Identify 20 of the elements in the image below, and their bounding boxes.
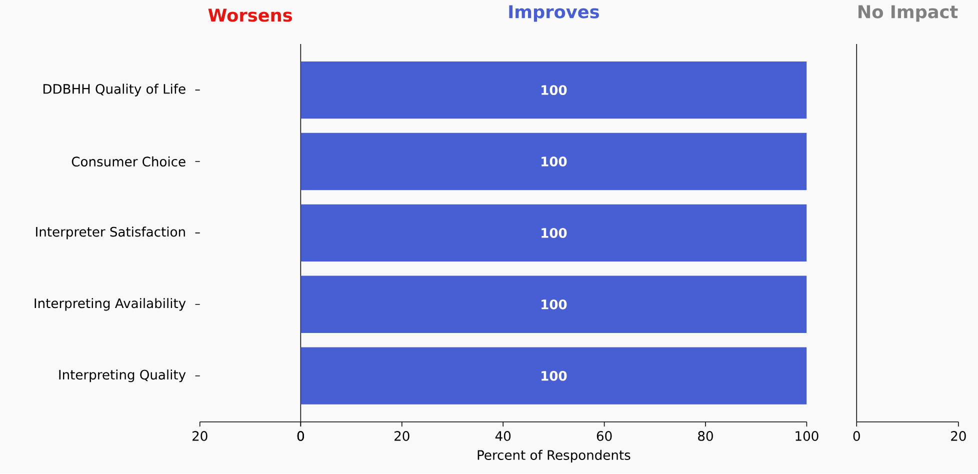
x-tick-label: 100 — [796, 431, 818, 442]
y-tick-label: Interpreting Quality — [59, 370, 186, 382]
y-tick-label: Consumer Choice — [72, 156, 186, 167]
data-label: 100 — [542, 156, 567, 167]
x-tick-label: 20 — [394, 431, 410, 442]
data-label: 100 — [542, 300, 567, 310]
x-tick-label: 0 — [297, 431, 304, 442]
y-tick-label: Interpreter Satisfaction — [36, 226, 185, 240]
x-tick-label: 80 — [698, 431, 713, 442]
x-axis-title: Percent of Respondents — [478, 450, 630, 463]
text: Worsens — [208, 8, 292, 22]
y-tick-label: DDBHH Quality of Life — [43, 84, 186, 97]
x-tick-label: 60 — [596, 431, 612, 442]
data-label: 100 — [542, 228, 567, 238]
data-label: 100 — [542, 85, 567, 96]
text: No Impact — [858, 5, 958, 22]
data-label: 100 — [542, 371, 567, 381]
x-tick-label: 40 — [495, 431, 511, 442]
chart-title: Improves — [509, 5, 599, 22]
y-tick-label: Interpreting Availability — [34, 298, 186, 311]
